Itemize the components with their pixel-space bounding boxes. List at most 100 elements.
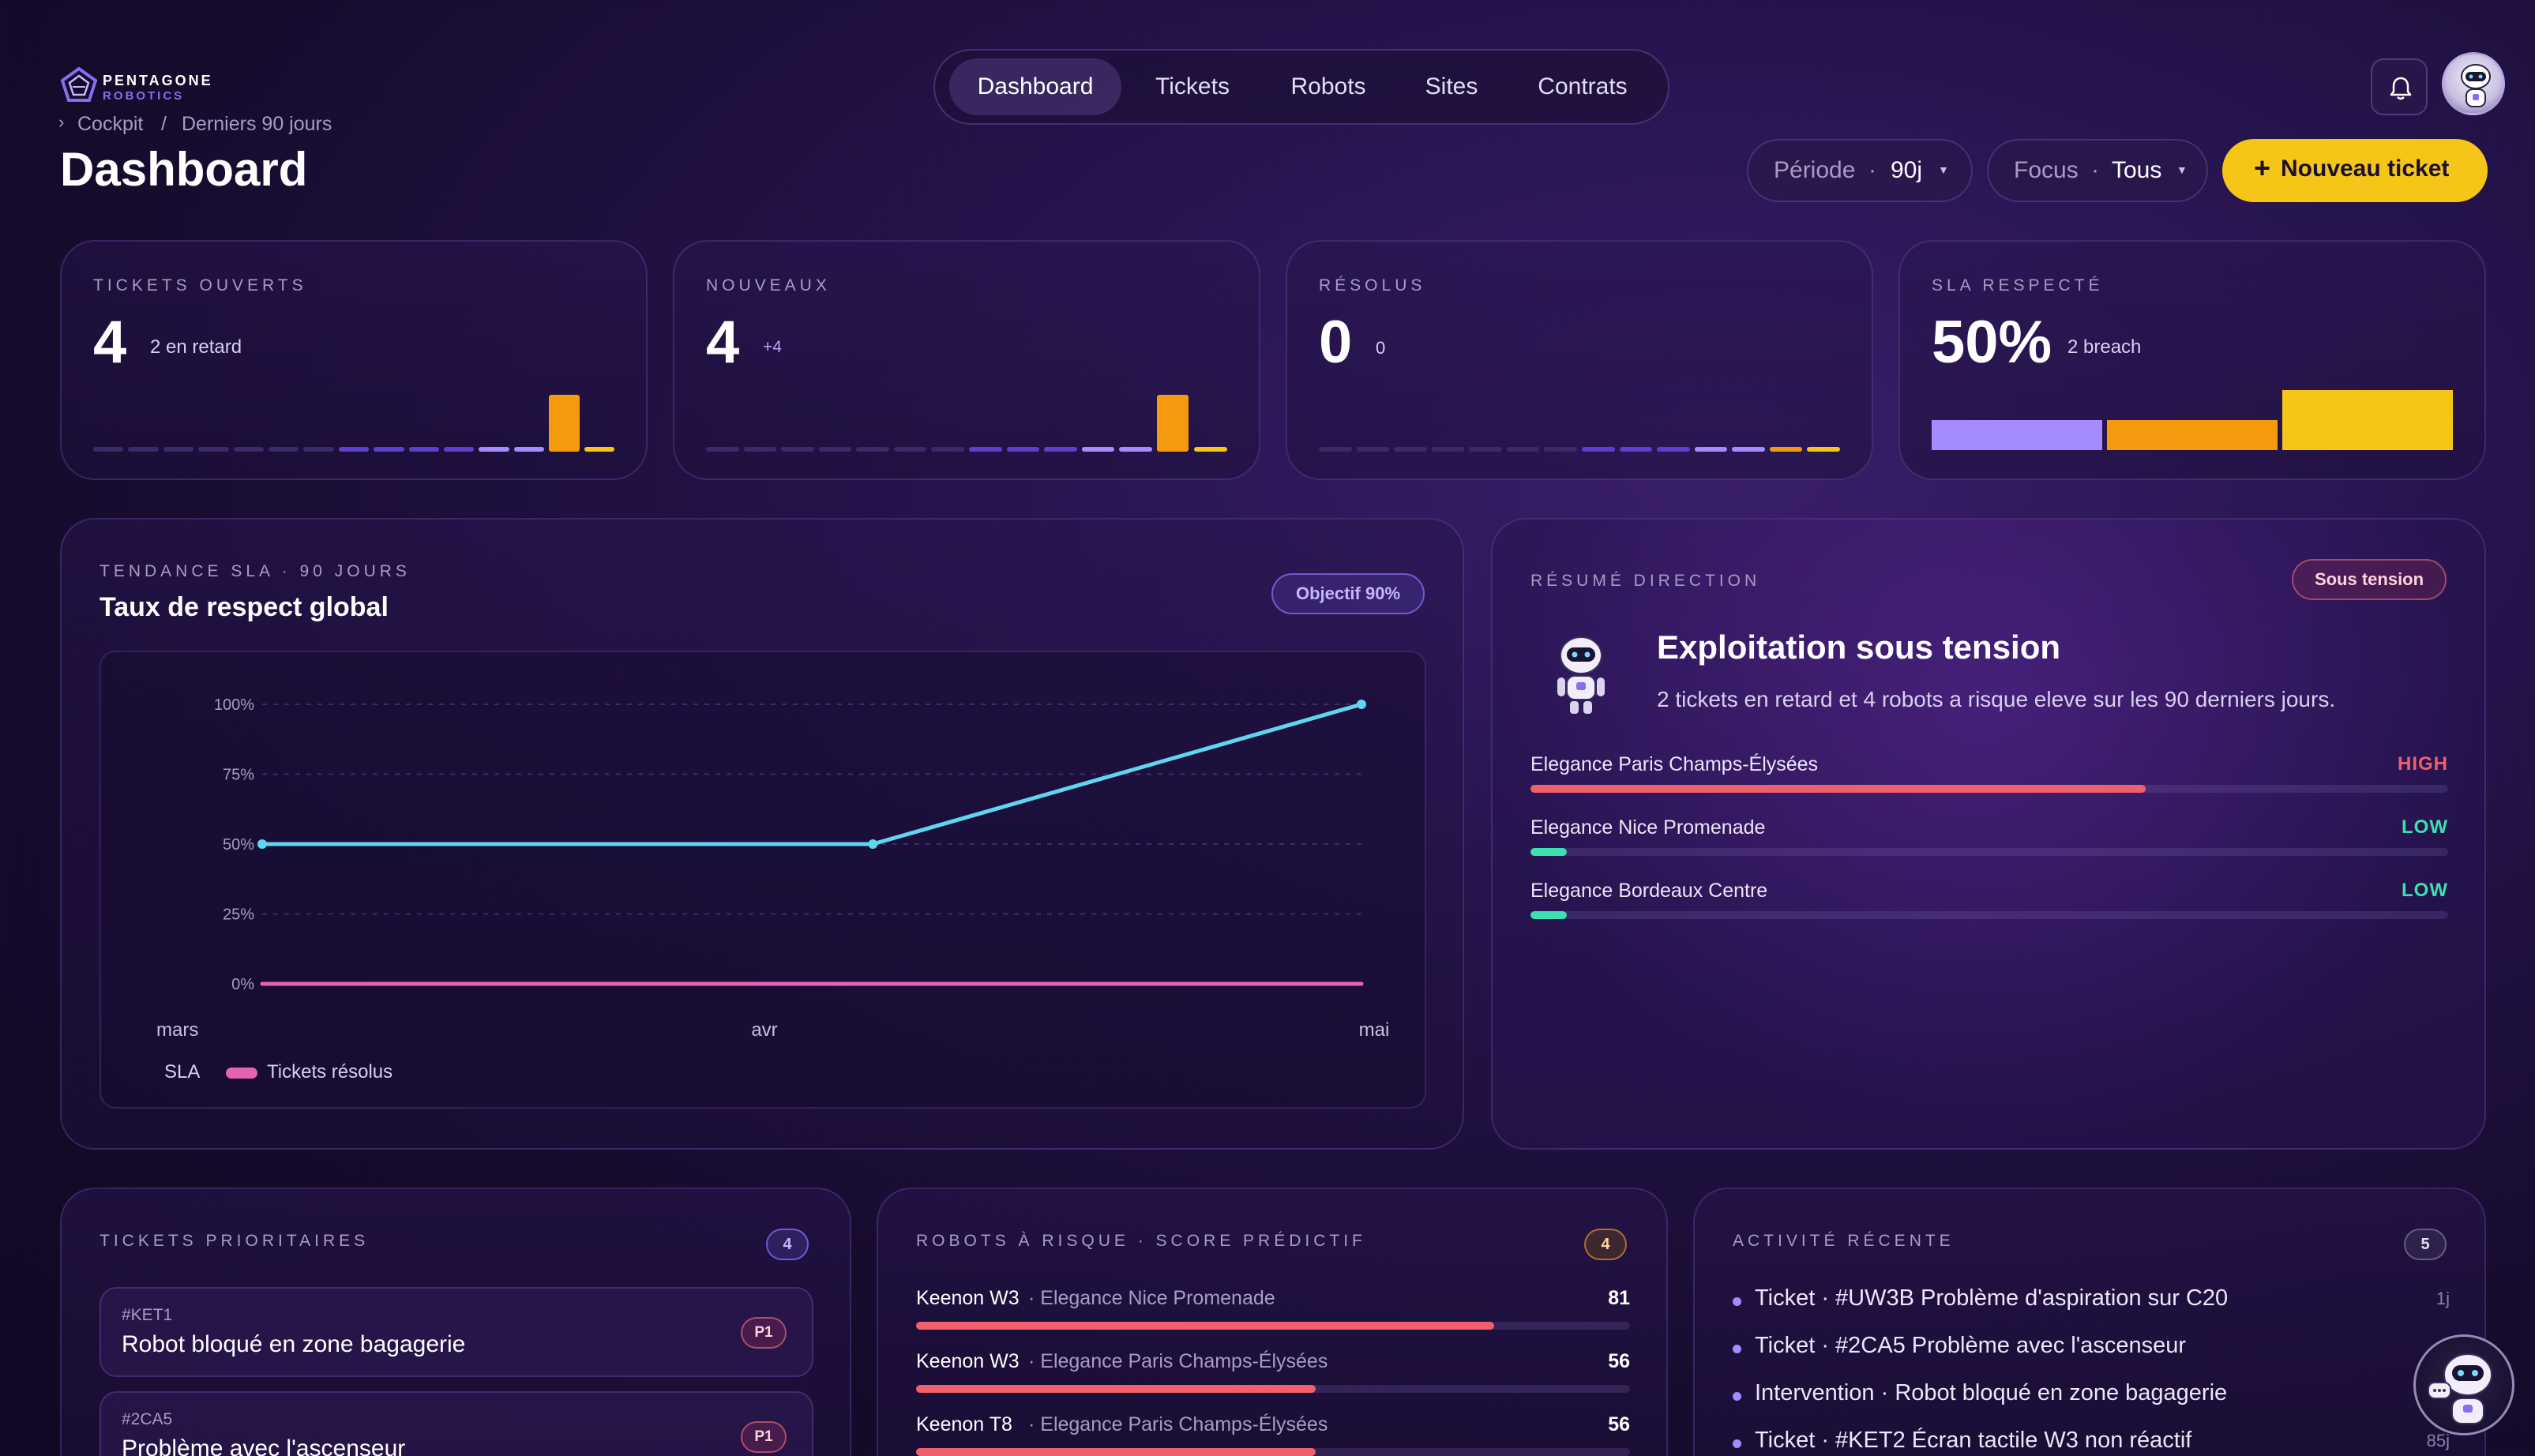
new-ticket-button[interactable]: + Nouveau ticket	[2222, 139, 2488, 202]
kpi-card-new[interactable]: NOUVEAUX 4 +4	[673, 240, 1260, 480]
y-tick-label: 50%	[223, 836, 254, 854]
chat-bot-icon	[2428, 1353, 2492, 1424]
sparkline-segment	[1194, 447, 1227, 452]
sparkline-segment	[1469, 447, 1502, 452]
chat-bot-button[interactable]	[2413, 1334, 2514, 1435]
legend-sla-label: SLA	[164, 1061, 201, 1083]
kpi-card-resolved[interactable]: RÉSOLUS 0 0	[1286, 240, 1873, 480]
sparkline-segment	[1582, 447, 1615, 452]
activity-item[interactable]: Ticket · #2CA5 Problème avec l'ascenseur	[1733, 1333, 2450, 1368]
risk-track	[916, 1448, 1630, 1456]
sparkline-segment	[706, 447, 739, 452]
sparkline-segment	[303, 447, 334, 452]
user-avatar[interactable]	[2442, 52, 2505, 115]
count-badge: 4	[1584, 1229, 1627, 1260]
activity-dot	[1733, 1345, 1741, 1353]
ticket-title: Problème avec l'ascenseur	[122, 1435, 406, 1456]
robot-mascot-icon	[1557, 636, 1605, 714]
focus-label: Focus	[2014, 157, 2079, 183]
sparkline-segment	[1807, 447, 1840, 452]
ticket-item[interactable]: #2CA5 Problème avec l'ascenseur P1	[100, 1391, 813, 1456]
sla-bar-1	[1932, 420, 2102, 450]
kpi-card-open-tickets[interactable]: TICKETS OUVERTS 4 2 en retard	[60, 240, 648, 480]
risk-score: 81	[1608, 1287, 1630, 1309]
brand-name: PENTAGONE	[103, 73, 213, 88]
activity-text: Ticket · #UW3B Problème d'aspiration sur…	[1755, 1285, 2229, 1311]
robot-model: Keenon W3	[916, 1350, 1020, 1372]
pentagon-logo-icon	[60, 66, 98, 102]
robots-eyebrow: ROBOTS À RISQUE · SCORE PRÉDICTIF	[916, 1232, 1366, 1250]
period-filter[interactable]: Période · 90j ▼	[1747, 139, 1973, 202]
period-value: 90j	[1891, 157, 1923, 183]
recent-activity-card: ACTIVITÉ RÉCENTE 5 Ticket · #UW3B Problè…	[1693, 1188, 2486, 1456]
tab-contrats[interactable]: Contrats	[1538, 73, 1628, 99]
risk-track	[1530, 785, 2448, 793]
breadcrumb-item-period[interactable]: Derniers 90 jours	[182, 113, 332, 135]
chevron-down-icon: ▼	[2176, 163, 2188, 176]
sparkline-segment	[1657, 447, 1690, 452]
activity-item[interactable]: Ticket · #KET2 Écran tactile W3 non réac…	[1733, 1428, 2450, 1456]
sla-bar-3	[2282, 390, 2453, 450]
site-name: Elegance Paris Champs-Élysées	[1530, 753, 1819, 775]
sparkline-segment	[408, 447, 439, 452]
activity-text: Ticket · #KET2 Écran tactile W3 non réac…	[1755, 1428, 2192, 1453]
activity-item[interactable]: Intervention · Robot bloqué en zone baga…	[1733, 1380, 2450, 1415]
tab-robots[interactable]: Robots	[1290, 73, 1366, 99]
risk-fill	[1530, 785, 2146, 793]
kpi-label: NOUVEAUX	[706, 276, 831, 295]
activity-time: 1j	[2435, 1289, 2450, 1308]
kpi-value: 0	[1319, 309, 1353, 376]
sparkline-segment	[1319, 447, 1352, 452]
kpi-value: 4	[706, 309, 740, 376]
sparkline-segment	[1119, 447, 1152, 452]
robot-risk-row[interactable]: Keenon W3 · Elegance Paris Champs-Élysée…	[916, 1350, 1630, 1398]
sparkline-segment	[269, 447, 299, 452]
risk-track	[1530, 848, 2448, 856]
direction-description: 2 tickets en retard et 4 robots a risque…	[1657, 687, 2336, 711]
sla-trend-eyebrow: TENDANCE SLA · 90 JOURS	[100, 562, 411, 580]
sparkline-segment	[233, 447, 264, 452]
direction-eyebrow: RÉSUMÉ DIRECTION	[1530, 572, 1761, 590]
robot-site: · Elegance Nice Promenade	[1028, 1287, 1275, 1309]
kpi-label: RÉSOLUS	[1319, 276, 1426, 295]
focus-filter[interactable]: Focus · Tous ▼	[1987, 139, 2208, 202]
ticket-title: Robot bloqué en zone bagagerie	[122, 1331, 466, 1357]
kpi-sub: +4	[763, 338, 782, 356]
robot-risk-row[interactable]: Keenon T8 · Elegance Paris Champs-Élysée…	[916, 1413, 1630, 1456]
kpi-card-sla[interactable]: SLA RESPECTÉ 50% 2 breach	[1898, 240, 2486, 480]
priority-badge: P1	[741, 1421, 787, 1453]
focus-value: Tous	[2112, 157, 2162, 183]
activity-item[interactable]: Ticket · #UW3B Problème d'aspiration sur…	[1733, 1285, 2450, 1320]
risk-track	[1530, 911, 2448, 919]
sparkline-segment	[969, 447, 1002, 452]
breadcrumb-chevron-icon: ›	[58, 112, 65, 132]
tab-dashboard[interactable]: Dashboard	[949, 58, 1121, 115]
brand-logo[interactable]: PENTAGONE ROBOTICS	[60, 66, 234, 104]
robot-risk-row[interactable]: Keenon W3 · Elegance Nice Promenade 81	[916, 1287, 1630, 1334]
ticket-item[interactable]: #KET1 Robot bloqué en zone bagagerie P1	[100, 1287, 813, 1377]
sla-series-line	[260, 702, 1364, 846]
robots-at-risk-card: ROBOTS À RISQUE · SCORE PRÉDICTIF 4 Keen…	[877, 1188, 1668, 1456]
breadcrumb-item-cockpit[interactable]: Cockpit	[77, 113, 144, 135]
sla-data-point	[257, 839, 267, 849]
sla-line-chart: 100% 75% 50% 25% 0% mars avr mai	[156, 696, 1389, 1041]
sparkline-segment	[1619, 447, 1653, 452]
site-risk-row[interactable]: Elegance Paris Champs-Élysées HIGH	[1530, 753, 2448, 797]
risk-level-badge: LOW	[2402, 816, 2448, 838]
legend-resolved-label: Tickets résolus	[267, 1061, 393, 1083]
breadcrumb-separator: /	[161, 113, 167, 135]
notifications-button[interactable]	[2371, 58, 2428, 115]
priority-tickets-card: TICKETS PRIORITAIRES 4 #KET1 Robot bloqu…	[60, 1188, 851, 1456]
sparkline-segment	[1006, 447, 1040, 452]
x-tick-label: mars	[156, 1019, 198, 1041]
site-risk-row[interactable]: Elegance Nice Promenade LOW	[1530, 816, 2448, 861]
site-risk-row[interactable]: Elegance Bordeaux Centre LOW	[1530, 880, 2448, 924]
risk-level-badge: LOW	[2402, 880, 2448, 901]
tab-sites[interactable]: Sites	[1425, 73, 1478, 99]
risk-fill	[1530, 911, 1568, 919]
chart-panel: 100% 75% 50% 25% 0% mars avr mai SLA Tickets ré…	[100, 651, 1426, 1109]
robot-model: Keenon W3	[916, 1287, 1020, 1309]
sparkline-segment	[1694, 447, 1728, 452]
status-badge: Sous tension	[2292, 559, 2447, 600]
tab-tickets[interactable]: Tickets	[1155, 73, 1230, 99]
